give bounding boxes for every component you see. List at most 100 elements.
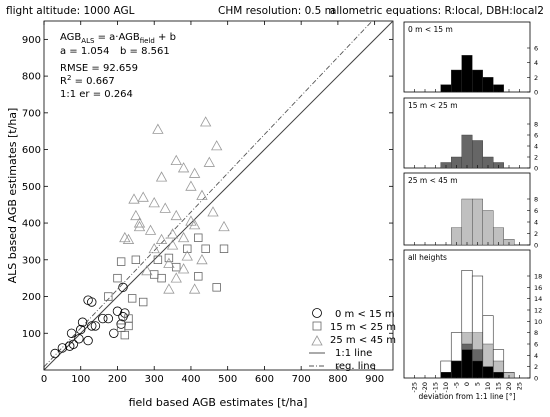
scatter-point-triangle [155, 171, 168, 182]
histogram-ytick-label: 8 [534, 329, 538, 337]
scatter-point-triangle [137, 191, 149, 202]
histogram-ytick-label: 4 [534, 352, 538, 360]
scatter-point-triangle [185, 215, 197, 226]
scatter-point-circle [98, 313, 108, 324]
scatter-point-circle [57, 343, 68, 353]
scatter-point-square [131, 255, 141, 264]
scatter-point-circle [103, 313, 113, 324]
scatter-point-square [212, 283, 221, 292]
scatter-point-triangle [159, 202, 171, 213]
scatter-point-triangle [177, 231, 190, 243]
scatter-xtick-label: 200 [108, 374, 127, 385]
histogram-title: 15 m < 25 m [408, 101, 458, 110]
scatter-point-triangle [122, 233, 135, 244]
scatter-point-triangle [218, 220, 230, 232]
equation-text: AGBALS = a·AGBfield + b [60, 32, 176, 45]
scatter-point-circle [66, 328, 77, 338]
legend-triangle-marker [311, 335, 323, 346]
scatter-xtick-label: 700 [292, 374, 311, 385]
histogram-15-25: 15 m < 25 m 0 2 4 6 8 [403, 97, 538, 173]
legend-label-4: 1:1 line [335, 348, 372, 359]
scatter-point-triangle [177, 162, 190, 173]
scatter-xtick-label: 400 [181, 374, 200, 385]
scatter-ytick-label: 800 [22, 72, 41, 83]
scatter-point-square [113, 273, 122, 283]
scatter-point-circle [50, 348, 60, 359]
scatter-point-triangle [152, 123, 164, 134]
histogram-all: all heights 0 2 4 6 8 10 12 14 16 18 [403, 249, 542, 383]
scatter-point-square [183, 244, 192, 253]
histogram-xtick-label: 20 [505, 382, 513, 390]
histogram-ytick-label: 4 [534, 143, 538, 151]
scatter-point-triangle [196, 253, 208, 265]
histogram-xtick-label: -25 [411, 382, 419, 393]
scatter-point-circle [77, 317, 88, 327]
scatter-point-circle [118, 282, 128, 293]
scatter-point-square [194, 272, 203, 281]
histogram-ytick-label: 0 [534, 375, 538, 383]
scatter-point-triangle [133, 217, 146, 228]
histogram-xlabel: deviation from 1:1 line [°] [418, 392, 515, 401]
scatter-point-triangle [133, 220, 146, 232]
scatter-plot: 0 100 200 300 400 500 600 700 800 900 100 200 300 40… [6, 20, 396, 409]
histogram-0-15: 0 m < 15 m 0 2 4 6 [403, 21, 538, 97]
scatter-point-circle [76, 324, 86, 335]
scatter-point-circle [112, 306, 123, 316]
scatter-point-circle [90, 321, 101, 331]
scatter-point-square [116, 257, 126, 266]
scatter-point-triangle [203, 156, 215, 167]
scatter-ytick-label: 400 [22, 219, 41, 230]
histogram-bar [461, 134, 473, 169]
histogram-xtick-label: 10 [484, 382, 492, 390]
histogram-xtick-label: -5 [453, 382, 461, 388]
regression-line [43, 20, 373, 368]
scatter-point-triangle [119, 231, 131, 243]
scatter-ytick-label: 100 [22, 329, 41, 340]
histogram-bar [482, 210, 494, 246]
scatter-ytick-label: 700 [22, 108, 41, 119]
scatter-point-triangle [166, 239, 179, 250]
scatter-point-triangle [170, 154, 182, 166]
histogram-bar [472, 140, 483, 169]
scatter-point-square [124, 321, 133, 331]
scatter-xtick-label: 600 [255, 374, 274, 385]
histogram-title: 0 m < 15 m [408, 25, 453, 34]
legend-label-2: 15 m < 25 m [330, 322, 396, 333]
scatter-point-triangle [207, 206, 219, 217]
histogram-ytick-label: 6 [534, 341, 538, 349]
header-chm: CHM resolution: 0.5 m [218, 5, 335, 17]
scatter-frame [43, 20, 394, 371]
scatter-point-circle [68, 339, 79, 349]
scatter-point-triangle [196, 189, 208, 200]
coef-b-text: b = 8.561 [120, 46, 170, 57]
scatter-point-triangle [170, 272, 182, 283]
histogram-ytick-label: 6 [534, 132, 538, 140]
scatter-xtick-label: 800 [328, 374, 347, 385]
histogram-bar [451, 69, 462, 93]
scatter-point-triangle [144, 224, 157, 235]
histogram-ytick-label: 0 [534, 242, 538, 250]
histogram-ytick-label: 14 [534, 295, 542, 303]
histogram-ytick-label: 4 [534, 59, 538, 67]
scatter-point-triangle [130, 209, 142, 221]
histogram-bar [472, 198, 483, 246]
scatter-point-square [127, 294, 137, 303]
scatter-xtick-label: 500 [218, 374, 237, 385]
histogram-ytick-label: 8 [534, 196, 538, 204]
scatter-point-triangle [177, 263, 190, 274]
scatter-point-triangle [170, 209, 182, 221]
scatter-xlabel: field based AGB estimates [t/ha] [129, 396, 308, 409]
scatter-xtick-label: 900 [365, 374, 384, 385]
scatter-point-triangle [148, 197, 160, 208]
histogram-ytick-label: 4 [534, 219, 538, 227]
scatter-ytick-label: 200 [22, 292, 41, 303]
scatter-xtick-label: 0 [41, 374, 47, 385]
scatter-point-triangle [166, 228, 179, 239]
histogram-ytick-label: 2 [534, 74, 538, 82]
scatter-point-triangle [188, 283, 201, 294]
histogram-ytick-label: 6 [534, 207, 538, 215]
scatter-point-square [104, 292, 113, 301]
histogram-ytick-label: 0 [534, 165, 538, 173]
legend-circle-marker [312, 308, 322, 318]
